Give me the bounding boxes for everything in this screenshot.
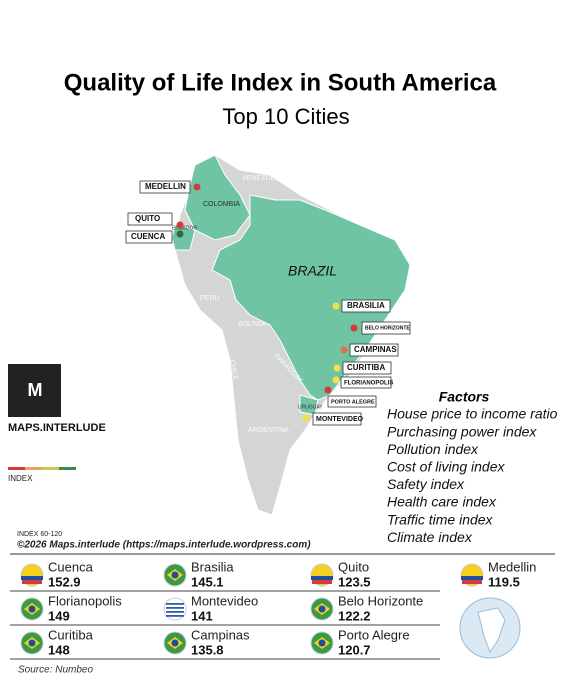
city-value: 145.1 xyxy=(191,574,224,589)
factor: Purchasing power index xyxy=(387,423,537,439)
city-label: BELO HORIZONTE xyxy=(365,325,410,331)
city-name: Medellin xyxy=(488,559,536,574)
country-label: PERU xyxy=(200,295,219,302)
flag xyxy=(171,571,179,579)
city-value: 123.5 xyxy=(338,574,371,589)
source: Source: Numbeo xyxy=(18,665,93,676)
city-name: Campinas xyxy=(191,627,250,642)
factor: Health care index xyxy=(387,494,497,510)
country-label: VENEZUELA xyxy=(242,175,284,182)
flag xyxy=(318,605,326,613)
city-value: 149 xyxy=(48,608,70,623)
city-value: 119.5 xyxy=(488,574,520,589)
brand: MAPS.INTERLUDE xyxy=(8,422,106,434)
flag xyxy=(461,576,483,580)
flag xyxy=(312,580,332,584)
city-label: CURITIBA xyxy=(347,363,385,372)
factor: Safety index xyxy=(387,476,465,492)
flag xyxy=(22,580,42,584)
flag xyxy=(166,607,184,609)
flag xyxy=(311,576,333,580)
city-name: Porto Alegre xyxy=(338,627,410,642)
city-label: CUENCA xyxy=(131,232,165,241)
factor: House price to income ratio xyxy=(387,406,558,422)
svg-text:M: M xyxy=(28,380,43,400)
city-value: 152.9 xyxy=(48,574,81,589)
title: Quality of Life Index in South America xyxy=(64,69,497,96)
city-name: Montevideo xyxy=(191,593,258,608)
city-name: Belo Horizonte xyxy=(338,593,423,608)
country-label: COLOMBIA xyxy=(203,201,240,208)
factors: Factors House price to income ratioPurch… xyxy=(387,389,558,545)
country-label: URUGUAY xyxy=(298,404,323,410)
city-value: 122.2 xyxy=(338,608,371,623)
flag xyxy=(166,611,184,613)
city-name: Curitiba xyxy=(48,627,94,642)
country-label: ECUADOR xyxy=(172,225,197,231)
city-label: BRASILIA xyxy=(347,301,385,310)
city-label: CAMPINAS xyxy=(354,345,397,354)
subtitle: Top 10 Cities xyxy=(222,104,349,129)
city-name: Brasilia xyxy=(191,559,234,574)
flag xyxy=(318,639,326,647)
city-value: 135.8 xyxy=(191,642,224,657)
city-label: MEDELLIN xyxy=(145,182,186,191)
globe xyxy=(459,597,521,659)
flag xyxy=(166,615,184,617)
city-label: FLORIANOPOLIS xyxy=(344,381,393,387)
city-label: PORTO ALEGRE xyxy=(331,399,375,405)
factor: Cost of living index xyxy=(387,459,506,475)
colombia xyxy=(184,154,251,241)
factor: Pollution index xyxy=(387,441,479,457)
flag xyxy=(171,639,179,647)
map xyxy=(171,154,411,516)
country-label: ARGENTINA xyxy=(248,427,289,434)
flag xyxy=(462,580,482,584)
country-label: BOLIVIA xyxy=(238,321,266,328)
city-labels: MEDELLIN QUITO CUENCA BRASILIA BELO HORI… xyxy=(125,180,411,426)
city-name: Quito xyxy=(338,559,369,574)
city-name: Cuenca xyxy=(48,559,94,574)
country-label: BRAZIL xyxy=(288,263,337,279)
city-value: 120.7 xyxy=(338,642,371,657)
flag xyxy=(21,576,43,580)
city-label: QUITO xyxy=(135,214,160,223)
city-name: Florianopolis xyxy=(48,593,122,608)
country-label: CHILE xyxy=(228,359,239,381)
flag xyxy=(28,639,36,647)
flag xyxy=(28,605,36,613)
city-value: 141 xyxy=(191,608,213,623)
flag xyxy=(166,603,184,605)
factor: Traffic time index xyxy=(387,511,494,527)
factors-title: Factors xyxy=(439,389,490,405)
legend-range: INDEX 60-120 xyxy=(17,531,62,538)
logo xyxy=(8,364,61,417)
factor: Climate index xyxy=(387,529,473,545)
copyright: ©2026 Maps.interlude (https://maps.inter… xyxy=(17,540,311,551)
city-label: MONTEVIDEO xyxy=(316,416,364,423)
ecuador xyxy=(171,224,196,251)
legend-label: INDEX xyxy=(8,474,33,483)
city-value: 148 xyxy=(48,642,70,657)
